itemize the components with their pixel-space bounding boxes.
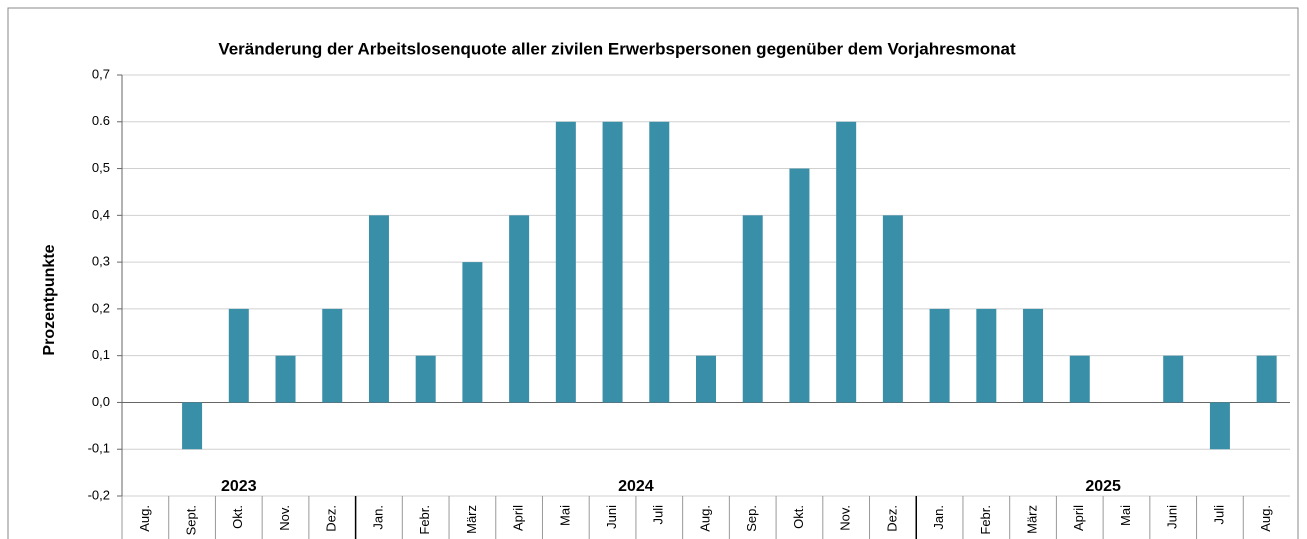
x-tick-label: April: [511, 505, 526, 531]
y-tick-label: 0.6: [92, 113, 110, 128]
x-tick-label: Sept.: [184, 505, 199, 535]
bar: [1256, 355, 1277, 403]
x-tick-label: Jan.: [370, 505, 385, 530]
bar: [275, 355, 296, 403]
x-tick-label: Jan.: [931, 505, 946, 530]
bar: [976, 308, 997, 403]
bar: [555, 121, 576, 403]
x-tick-label: Nov.: [838, 505, 853, 531]
bar: [368, 215, 389, 403]
x-tick-label: Okt.: [791, 505, 806, 529]
x-tick-label: Mai: [1118, 505, 1133, 526]
x-tick-label: März: [464, 505, 479, 534]
bar: [602, 121, 623, 403]
y-tick-label: -0,1: [88, 441, 110, 456]
x-tick-label: Sep.: [744, 505, 759, 532]
bar: [1069, 355, 1090, 403]
x-tick-label: Aug.: [137, 505, 152, 532]
x-tick-label: Nov.: [277, 505, 292, 531]
group-label: 2024: [618, 478, 654, 495]
bar: [929, 308, 950, 403]
y-tick-label: 0,2: [92, 300, 110, 315]
x-tick-label: Okt.: [230, 505, 245, 529]
bar: [789, 168, 810, 403]
y-tick-label: 0,4: [92, 207, 110, 222]
x-tick-label: März: [1024, 505, 1039, 534]
bar: [322, 308, 343, 403]
x-tick-label: Mai: [557, 505, 572, 526]
bar: [882, 215, 903, 403]
bar: [1209, 402, 1230, 450]
x-tick-label: Juli: [651, 505, 666, 525]
x-tick-label: Dez.: [324, 505, 339, 532]
bar: [462, 262, 483, 403]
x-tick-label: Juni: [604, 505, 619, 529]
y-tick-label: 0,7: [92, 66, 110, 81]
y-axis-label: Prozentpunkte: [41, 244, 58, 355]
y-tick-label: 0,0: [92, 394, 110, 409]
x-tick-label: Febr.: [978, 505, 993, 535]
x-tick-label: Aug.: [1258, 505, 1273, 532]
x-tick-label: Juni: [1165, 505, 1180, 529]
group-label: 2025: [1085, 478, 1121, 495]
x-tick-label: Febr.: [417, 505, 432, 535]
y-tick-label: -0,2: [88, 487, 110, 502]
bar: [1163, 355, 1184, 403]
bar: [182, 402, 203, 450]
bar: [1023, 308, 1044, 403]
group-label: 2023: [221, 478, 257, 495]
bar: [509, 215, 530, 403]
bar: [228, 308, 249, 403]
y-tick-label: 0,1: [92, 347, 110, 362]
x-tick-label: Aug.: [697, 505, 712, 532]
y-tick-label: 0,5: [92, 160, 110, 175]
y-tick-label: 0,3: [92, 254, 110, 269]
bar: [742, 215, 763, 403]
bar: [649, 121, 670, 403]
bar: [836, 121, 857, 403]
x-tick-label: Dez.: [884, 505, 899, 532]
bar: [696, 355, 716, 403]
chart-title: Veränderung der Arbeitslosenquote aller …: [218, 39, 1016, 58]
x-tick-label: Juli: [1211, 505, 1226, 525]
bar: [415, 355, 436, 403]
x-tick-label: April: [1071, 505, 1086, 531]
